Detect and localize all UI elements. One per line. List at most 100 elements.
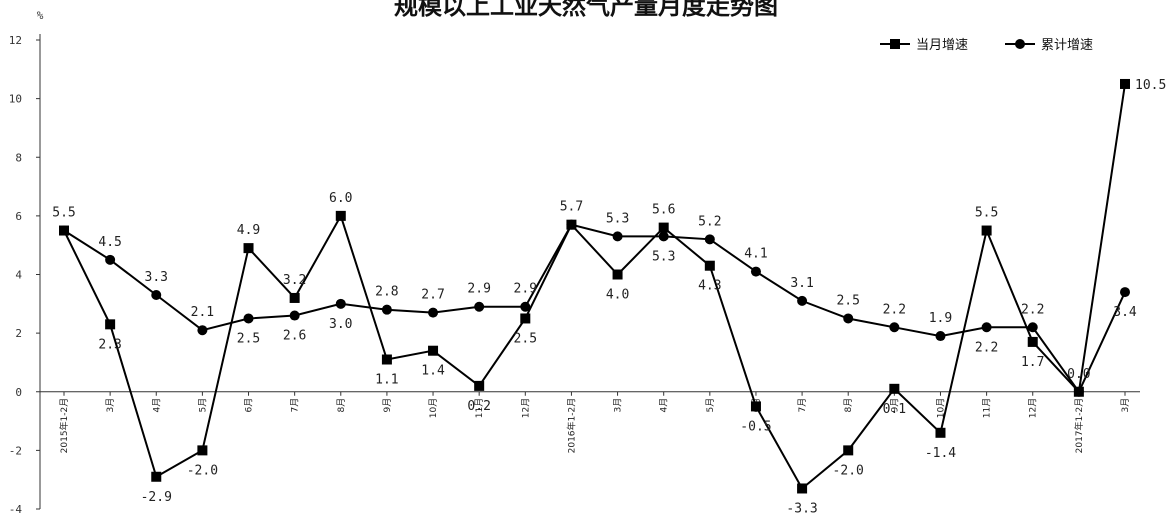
cumulative-marker: [704, 234, 715, 245]
monthly-data-label: 4.9: [237, 223, 260, 238]
monthly-data-label: -1.4: [925, 446, 956, 461]
monthly-data-label: -0.5: [740, 419, 771, 434]
monthly-data-label: 5.5: [52, 206, 75, 221]
x-tick-label: 7月: [797, 398, 808, 413]
x-tick-label: 8月: [336, 398, 347, 413]
legend-marker-cumulative: [1015, 39, 1025, 49]
x-tick-label: 8月: [843, 398, 854, 413]
cumulative-marker: [981, 322, 992, 333]
monthly-marker: [289, 292, 300, 303]
monthly-marker: [105, 319, 116, 330]
x-tick-label: 9月: [889, 398, 900, 413]
monthly-marker: [750, 401, 761, 412]
cumulative-data-label: 3.3: [145, 270, 168, 285]
x-tick-label: 6月: [244, 398, 255, 413]
series-line-1: [63, 223, 1126, 394]
monthly-data-label: 4.0: [606, 288, 629, 303]
cumulative-data-label: 3.4: [1113, 305, 1137, 320]
cumulative-marker: [381, 304, 392, 315]
cumulative-marker: [335, 298, 346, 309]
monthly-marker: [843, 445, 854, 456]
monthly-marker: [151, 471, 162, 482]
cumulative-data-label: 1.9: [929, 311, 952, 326]
monthly-data-label: 5.6: [652, 203, 675, 218]
cumulative-marker: [1120, 287, 1130, 298]
monthly-data-label: 5.7: [560, 200, 583, 215]
monthly-marker: [428, 345, 439, 356]
y-tick-label: 12: [9, 34, 22, 47]
cumulative-marker: [658, 231, 669, 242]
cumulative-marker: [750, 266, 761, 277]
cumulative-marker: [612, 231, 623, 242]
cumulative-marker: [1027, 322, 1038, 333]
cumulative-marker: [797, 295, 808, 306]
monthly-marker: [474, 380, 485, 391]
monthly-marker: [658, 222, 669, 233]
monthly-data-label: 1.4: [421, 364, 445, 379]
x-tick-label: 9月: [382, 398, 393, 413]
monthly-data-label: 0.1: [883, 402, 906, 417]
monthly-data-label: 1.7: [1021, 355, 1044, 370]
cumulative-marker: [566, 219, 577, 230]
cumulative-marker: [243, 313, 254, 324]
monthly-marker: [704, 260, 715, 271]
monthly-marker: [797, 483, 808, 494]
monthly-marker: [243, 243, 254, 254]
monthly-data-label: 1.1: [375, 373, 398, 388]
monthly-data-label: 0.2: [467, 399, 490, 414]
series-layer: [59, 78, 1130, 494]
y-tick-label: 0: [15, 386, 22, 399]
legend-label-monthly: 当月增速: [916, 38, 968, 53]
cumulative-marker: [843, 313, 854, 324]
x-tick-label: 2015年1-2月: [58, 398, 70, 454]
monthly-data-label: -2.0: [833, 463, 864, 478]
x-tick-label: 5月: [197, 398, 208, 413]
cumulative-marker: [1073, 386, 1084, 397]
cumulative-data-label: 2.9: [514, 282, 537, 297]
x-tick-label: 3月: [1120, 398, 1131, 413]
monthly-marker: [612, 269, 623, 280]
cumulative-data-label: 2.5: [237, 331, 260, 346]
monthly-marker: [335, 210, 346, 221]
monthly-marker: [889, 383, 900, 394]
chart-title: 规模以上工业天然气产量月度走势图: [394, 0, 778, 20]
monthly-data-label: 2.5: [514, 331, 537, 346]
x-tick-label: 11月: [474, 398, 485, 418]
monthly-data-label: 4.3: [698, 279, 721, 294]
y-axis-unit: %: [37, 9, 44, 22]
cumulative-marker: [197, 325, 208, 336]
monthly-marker: [381, 354, 392, 365]
cumulative-data-label: 5.3: [652, 249, 675, 264]
monthly-data-label: -3.3: [786, 501, 817, 516]
cumulative-data-label: 2.9: [467, 282, 490, 297]
cumulative-data-label: 2.8: [375, 285, 398, 300]
monthly-data-label: 2.3: [98, 337, 121, 352]
x-tick-label: 12月: [520, 398, 531, 418]
y-tick-label: 4: [15, 269, 22, 282]
cumulative-data-label: 2.7: [421, 288, 444, 303]
y-tick-label: 10: [9, 93, 22, 106]
monthly-data-label: -2.9: [141, 490, 172, 505]
cumulative-data-label: 4.1: [744, 247, 767, 262]
x-tick-label: 4月: [659, 398, 670, 413]
monthly-data-label: 3.2: [283, 273, 306, 288]
y-tick-label: -2: [9, 444, 22, 457]
cumulative-marker: [151, 290, 162, 301]
monthly-marker: [1027, 336, 1038, 347]
monthly-data-label: 0.0: [1067, 367, 1090, 382]
legend: 当月增速 累计增速: [880, 38, 1093, 53]
legend-marker-monthly: [890, 39, 900, 49]
y-tick-label: 2: [15, 327, 22, 340]
x-tick-label: 10月: [428, 398, 439, 418]
monthly-marker: [520, 313, 531, 324]
x-tick-label: 5月: [705, 398, 716, 413]
monthly-marker: [1120, 78, 1130, 89]
monthly-marker: [981, 225, 992, 236]
x-tick-label: 12月: [1028, 398, 1039, 418]
cumulative-data-label: 2.2: [883, 302, 906, 317]
series-line-0: [63, 83, 1126, 491]
cumulative-data-label: 5.2: [698, 214, 721, 229]
cumulative-data-label: 2.2: [1021, 302, 1044, 317]
cumulative-data-label: 2.2: [975, 340, 998, 355]
